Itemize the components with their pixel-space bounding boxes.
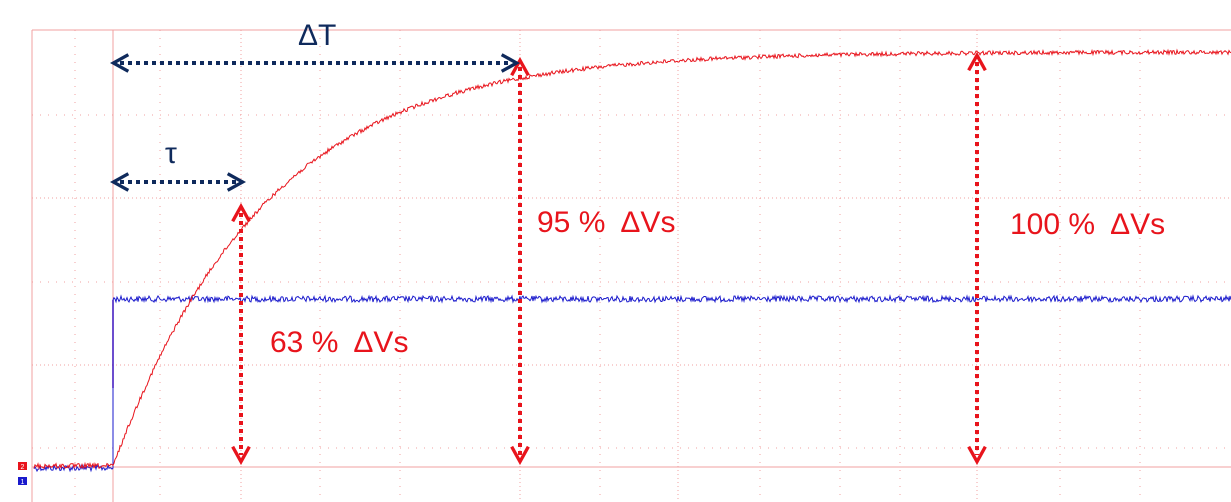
input-step-trace bbox=[33, 294, 1231, 473]
svg-text:2: 2 bbox=[21, 464, 25, 471]
label-95-percent: 95 % ΔVs bbox=[537, 206, 675, 239]
ch2-ref-marker: 2 bbox=[18, 462, 27, 471]
label-100-percent: 100 % ΔVs bbox=[1010, 208, 1165, 241]
output-response-trace bbox=[33, 48, 1231, 471]
svg-text:1: 1 bbox=[21, 479, 25, 486]
label-delta-t: ΔT bbox=[298, 19, 336, 52]
ch1-ref-marker: 1 bbox=[18, 477, 27, 486]
grid bbox=[31, 29, 1231, 502]
label-63-percent: 63 % ΔVs bbox=[270, 326, 408, 359]
label-tau: τ bbox=[165, 137, 177, 170]
